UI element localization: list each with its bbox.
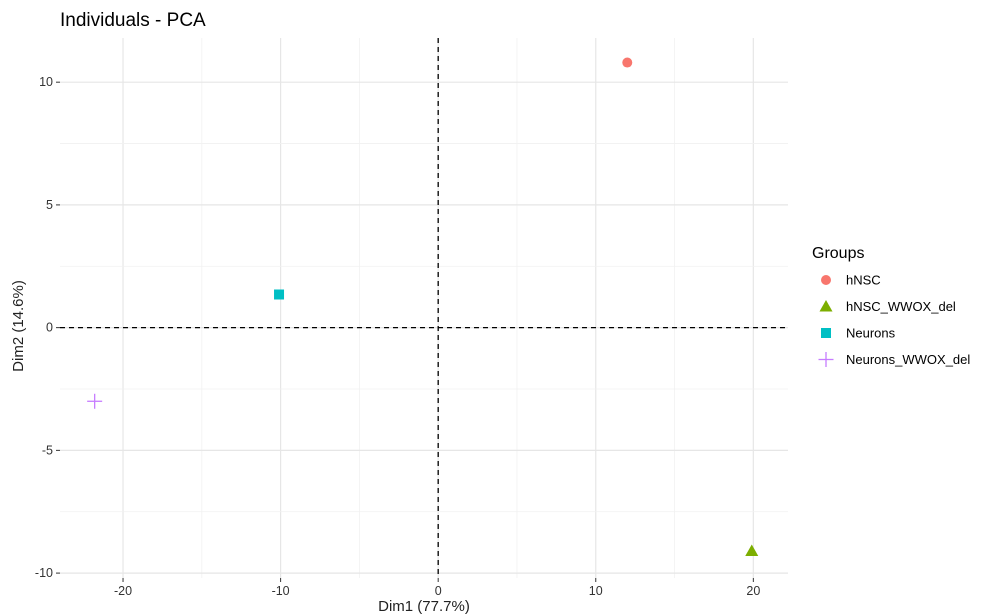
data-point-neurons-wwox-del <box>87 393 103 409</box>
legend-key-hnsc <box>821 275 831 285</box>
chart-title: Individuals - PCA <box>60 10 206 31</box>
y-tick-label: -10 <box>35 566 53 580</box>
legend-label: Neurons_WWOX_del <box>846 352 970 367</box>
data-points <box>87 57 759 556</box>
data-point-hnsc-wwox-del <box>745 544 759 556</box>
legend-label: hNSC <box>846 273 881 288</box>
x-tick-label: 10 <box>589 584 603 598</box>
x-tick-label: 0 <box>435 584 442 598</box>
legend-key-hnsc-wwox-del <box>819 300 833 312</box>
axis-ticks: -20 -10 0 10 20 -10 -5 0 5 10 <box>35 75 760 598</box>
legend-title: Groups <box>812 245 864 262</box>
x-tick-label: -10 <box>272 584 290 598</box>
x-tick-label: -20 <box>114 584 132 598</box>
y-tick-label: 0 <box>46 321 53 335</box>
grid <box>60 38 788 578</box>
data-point-hnsc <box>622 57 633 68</box>
x-tick-label: 20 <box>746 584 760 598</box>
y-axis-title: Dim2 (14.6%) <box>10 280 27 372</box>
y-tick-label: -5 <box>42 443 53 457</box>
y-tick-label: 5 <box>46 198 53 212</box>
reference-lines <box>60 38 788 578</box>
legend-label: Neurons <box>846 326 896 341</box>
y-tick-label: 10 <box>39 75 53 89</box>
legend-key-neurons <box>821 328 831 338</box>
legend-key-neurons-wwox-del <box>818 352 834 367</box>
x-axis-title: Dim1 (77.7%) <box>378 598 470 615</box>
legend: Groups hNSC hNSC_WWOX_del Neurons Neurons_W… <box>812 245 970 367</box>
legend-label: hNSC_WWOX_del <box>846 299 956 314</box>
data-point-neurons <box>274 289 285 300</box>
